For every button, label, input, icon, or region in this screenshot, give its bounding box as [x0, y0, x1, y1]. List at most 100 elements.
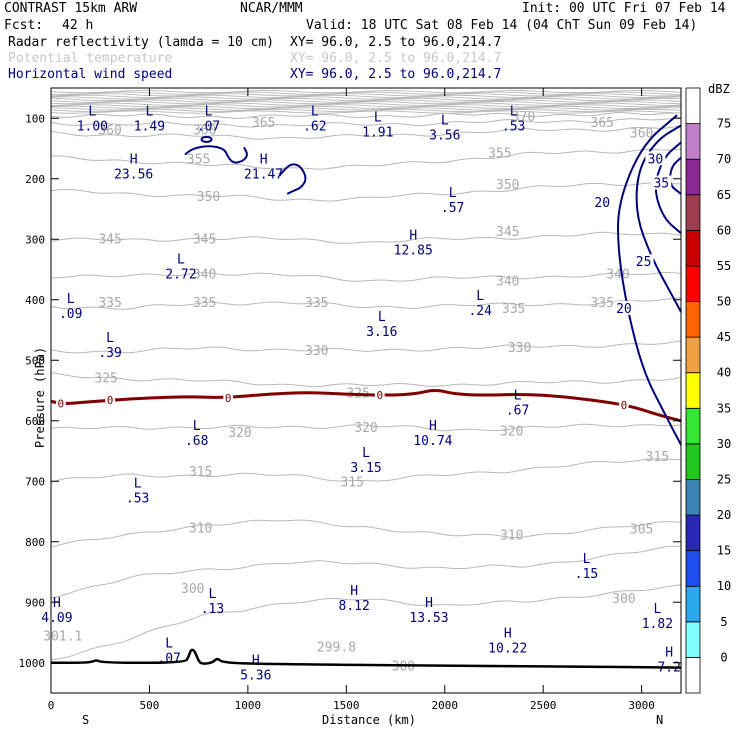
theta-contour-335 — [50, 297, 682, 310]
forecast-label: Fcst: — [4, 18, 43, 33]
reflectivity-label: 0 — [621, 399, 628, 412]
colorbar-label: 70 — [717, 152, 731, 166]
wind-low-marker: L — [209, 587, 217, 602]
x-tick-label: 2500 — [530, 699, 557, 712]
wind-contour-label: 20 — [616, 302, 632, 317]
wind-extreme-value: .39 — [98, 346, 121, 361]
theta-contour-300 — [50, 584, 682, 661]
wind-low-marker: L — [67, 292, 75, 307]
wind-label-bg — [613, 300, 634, 315]
forecast-hour: 42 h — [62, 18, 93, 33]
theta-label: 299.8 — [317, 641, 356, 656]
wind-low-marker: L — [449, 186, 457, 201]
theta-label: 315 — [340, 475, 363, 490]
theta-contour-315 — [50, 458, 682, 483]
wind-low-marker: L — [146, 104, 154, 119]
colorbar-label: 45 — [717, 330, 731, 344]
wind-low-marker: L — [653, 602, 661, 617]
field-name-wind: Horizontal wind speed — [8, 67, 172, 82]
colorbar: 0 5 10 15 20 25 30 35 40 45 50 55 60 65 70 75 — [685, 87, 731, 694]
wind-low-marker: L — [362, 446, 370, 461]
y-tick-label: 200 — [25, 173, 45, 186]
wind-extreme-value: 21.47 — [244, 168, 283, 183]
wind-low-marker: L — [205, 104, 213, 119]
theta-label: 320 — [228, 426, 251, 441]
wind-extreme-value: .53 — [126, 491, 149, 506]
wind-extreme-value: 10.74 — [413, 434, 452, 449]
y-tick-label: 800 — [25, 536, 45, 549]
wind-low-marker: L — [378, 310, 386, 325]
colorbar-label: 15 — [717, 544, 731, 558]
colorbar-swatch — [685, 621, 701, 658]
colorbar-swatch — [685, 123, 701, 160]
wind-low-marker: L — [583, 552, 591, 567]
reflectivity-label: 0 — [376, 389, 383, 402]
theta-band-line — [50, 110, 682, 114]
theta-label: 300 — [392, 659, 415, 674]
field-xy-wind: XY= 96.0, 2.5 to 96.0,214.7 — [290, 67, 501, 82]
wind-extreme-value: 3.16 — [366, 325, 397, 340]
colorbar-swatch — [685, 657, 701, 694]
theta-label: 365 — [252, 116, 275, 131]
theta-label: 345 — [496, 225, 519, 240]
x-tick-label: 500 — [140, 699, 160, 712]
wind-low-marker: L — [134, 476, 142, 491]
theta-band-line — [50, 108, 682, 113]
terrain-line — [51, 648, 682, 669]
theta-band-line — [50, 102, 682, 106]
y-tick-label: 300 — [25, 233, 45, 246]
theta-label: 360 — [98, 123, 121, 138]
theta-label: 335 — [591, 296, 614, 311]
theta-label: 335 — [98, 296, 121, 311]
x-axis-label: Distance (km) — [322, 713, 416, 727]
theta-label: 340 — [193, 267, 216, 282]
colorbar-label: 60 — [717, 223, 731, 237]
colorbar-label: 25 — [717, 472, 731, 486]
wind-extreme-value: .13 — [201, 602, 224, 617]
colorbar-swatch — [685, 372, 701, 409]
wind-extreme-value: 4.09 — [41, 611, 72, 626]
y-tick-label: 900 — [25, 596, 45, 609]
theta-band-line — [50, 96, 682, 100]
theta-contour-320 — [50, 423, 682, 432]
wind-extreme-value: .53 — [502, 119, 525, 134]
wind-contour-20 — [616, 114, 682, 446]
terrain — [51, 648, 682, 669]
theta-contour-360 — [50, 125, 682, 140]
theta-band-line — [50, 105, 682, 109]
reflectivity-label-bg — [618, 399, 629, 410]
wind-extreme-value: 8.12 — [339, 599, 370, 614]
theta-label: 350 — [197, 190, 220, 205]
theta-contour-370 — [50, 111, 682, 119]
field-xy-theta: XY= 96.0, 2.5 to 96.0,214.7 — [290, 51, 501, 66]
reflectivity-zero-contour — [50, 389, 682, 423]
wind-extreme-value: .09 — [59, 307, 82, 322]
theta-contour-305 — [50, 545, 682, 599]
wind-extreme-value: 1.91 — [362, 125, 393, 140]
wind-extreme-value: 1.82 — [642, 617, 673, 632]
reflectivity-label-bg — [223, 392, 234, 403]
theta-label: 315 — [189, 465, 212, 480]
wind-label-bg — [592, 194, 613, 209]
wind-label-bg — [633, 254, 654, 269]
theta-band-line — [50, 94, 682, 98]
wind-extreme-value: 12.85 — [394, 243, 433, 258]
wind-low-marker: L — [510, 104, 518, 119]
y-tick-label: 500 — [25, 354, 45, 367]
colorbar-swatch — [685, 158, 701, 196]
wind-extreme-value: .24 — [468, 304, 492, 319]
wind-extreme-value: 3.56 — [429, 128, 460, 143]
colorbar-label: 35 — [717, 401, 731, 415]
plot-frame — [50, 87, 682, 694]
wind-contour-label: 35 — [653, 177, 669, 192]
theta-band-line — [50, 99, 682, 103]
theta-contour-325 — [50, 372, 682, 388]
theta-contour-365 — [50, 116, 682, 128]
theta-label: 345 — [193, 232, 216, 247]
colorbar-label: 75 — [717, 117, 731, 131]
theta-label: 335 — [305, 296, 328, 311]
colorbar-label: 20 — [717, 508, 731, 522]
wind-extreme-value: .62 — [303, 119, 326, 134]
init-time: Init: 00 UTC Fri 07 Feb 14 — [522, 1, 726, 16]
wind-contour-20 — [278, 163, 307, 195]
